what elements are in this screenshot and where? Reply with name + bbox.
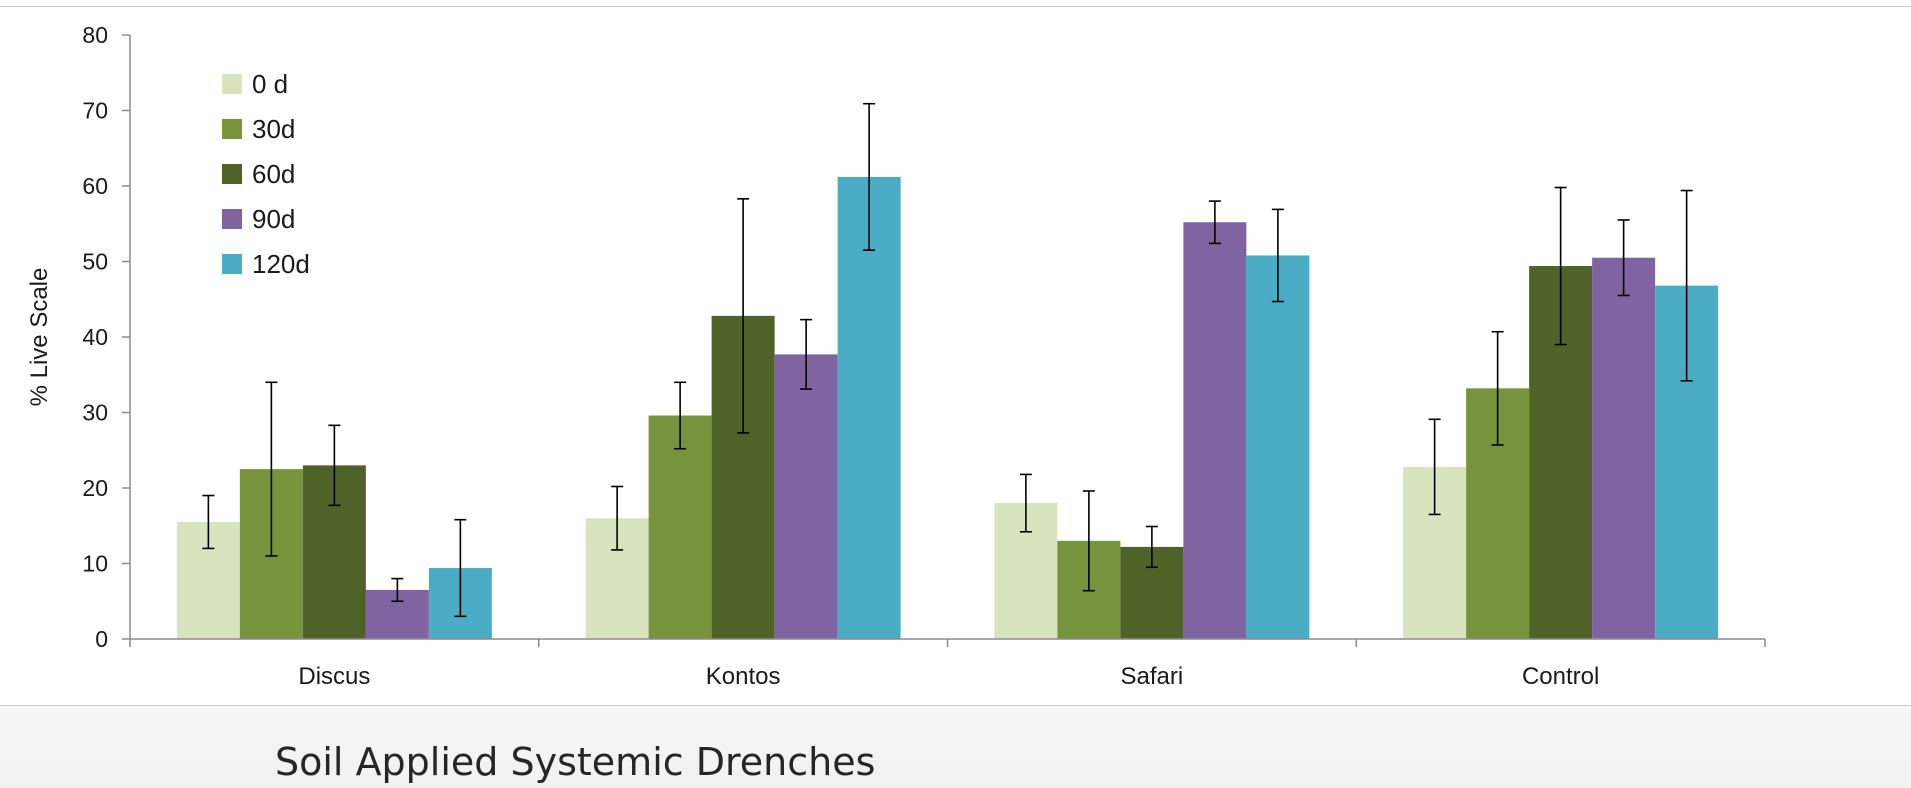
legend-item-120d: 120d (222, 249, 310, 279)
error-bar-kontos-90d (800, 318, 813, 390)
legend-swatch (222, 119, 242, 139)
error-bar-discus-90d (391, 577, 404, 603)
legend-item-0d: 0 d (222, 69, 288, 99)
error-bar-control-90d (1617, 219, 1630, 297)
chart-caption: Soil Applied Systemic Drenches (275, 740, 876, 784)
bar-kontos-120d (837, 176, 901, 639)
bar-chart: 0 10 20 30 40 50 60 70 80 Discus Kontos Safari Contr… (26, 22, 1766, 690)
y-tick-label: 70 (82, 98, 108, 124)
legend-swatch (222, 164, 242, 184)
x-tick-label-discus: Discus (298, 663, 370, 690)
error-bar-control-120d (1680, 189, 1693, 382)
error-bar-kontos-120d (863, 102, 876, 251)
y-tick-label: 10 (82, 551, 108, 577)
legend-label: 60d (252, 159, 295, 189)
legend: 0 d 30d 60d 90d 120d (222, 69, 310, 279)
error-bar-control-60d (1554, 186, 1567, 346)
error-bar-control-0d (1428, 418, 1441, 516)
error-bar-kontos-30d (674, 381, 687, 450)
error-bar-kontos-0d (611, 485, 624, 551)
bar-control-90d (1592, 257, 1656, 639)
bar-kontos-90d (774, 354, 838, 639)
bar-safari-120d (1246, 255, 1310, 639)
legend-swatch (222, 74, 242, 94)
legend-label: 30d (252, 114, 295, 144)
legend-swatch (222, 209, 242, 229)
x-tick-label-safari: Safari (1121, 663, 1184, 690)
error-bar-safari-0d (1019, 473, 1032, 533)
error-bar-control-30d (1491, 330, 1504, 446)
y-tick-label: 80 (82, 22, 108, 48)
y-tick-label: 40 (82, 324, 108, 350)
x-tick-label-kontos: Kontos (706, 663, 781, 690)
y-axis-title: % Live Scale (26, 268, 53, 407)
y-tick-label: 0 (95, 626, 108, 652)
y-tick-label: 60 (82, 173, 108, 199)
bars-layer (176, 176, 1719, 640)
error-bar-discus-30d (265, 381, 278, 557)
chart-container: 0 10 20 30 40 50 60 70 80 Discus Kontos Safari Contr… (0, 6, 1911, 706)
legend-item-30d: 30d (222, 114, 295, 144)
error-bar-discus-0d (202, 494, 215, 550)
axes-layer: 0 10 20 30 40 50 60 70 80 Discus Kontos Safari Contr… (82, 22, 1766, 690)
legend-item-90d: 90d (222, 204, 295, 234)
error-bar-safari-60d (1145, 525, 1158, 569)
error-bar-safari-30d (1082, 490, 1095, 592)
legend-item-60d: 60d (222, 159, 295, 189)
bar-kontos-30d (648, 415, 712, 639)
error-bar-discus-60d (328, 424, 341, 507)
legend-label: 90d (252, 204, 295, 234)
error-bar-discus-120d (454, 518, 467, 618)
y-tick-label: 30 (82, 400, 108, 426)
x-tick-label-control: Control (1522, 663, 1599, 690)
y-tick-label: 50 (82, 249, 108, 275)
error-bar-kontos-60d (737, 198, 750, 434)
legend-label: 0 d (252, 69, 288, 99)
y-tick-label: 20 (82, 475, 108, 501)
legend-swatch (222, 254, 242, 274)
error-bars-layer (202, 102, 1693, 618)
error-bar-safari-90d (1208, 200, 1221, 245)
bar-safari-90d (1183, 222, 1247, 640)
legend-label: 120d (252, 249, 310, 279)
error-bar-safari-120d (1271, 208, 1284, 303)
